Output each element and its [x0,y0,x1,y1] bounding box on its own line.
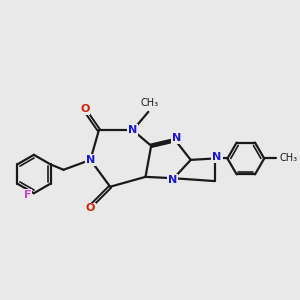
Text: N: N [168,175,177,185]
Text: N: N [128,125,137,135]
Text: CH₃: CH₃ [141,98,159,108]
Text: F: F [24,190,32,200]
Text: O: O [86,203,95,214]
Text: O: O [80,104,89,114]
Text: N: N [172,133,181,143]
Text: N: N [86,155,95,165]
Text: N: N [212,152,222,162]
Text: CH₃: CH₃ [280,154,298,164]
